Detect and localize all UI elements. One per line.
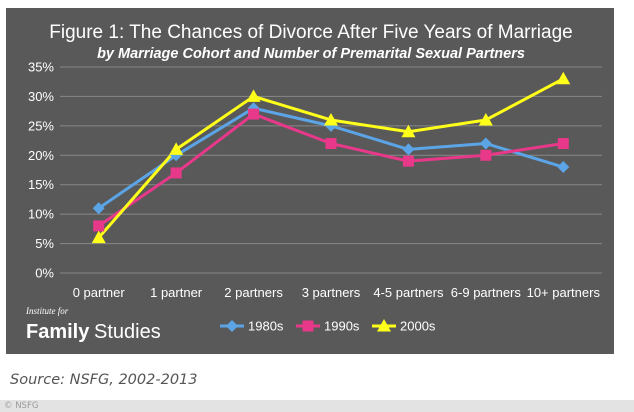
divorce-line-chart: Figure 1: The Chances of Divorce After F… [25,22,602,343]
data-point-1980s [92,202,105,215]
credit-bar: © NSFG [0,400,634,412]
logo-top-text: Institute for [25,306,69,316]
photo-credit: © NSFG [4,401,39,411]
y-tick-label: 30% [28,89,54,104]
data-point-1990s [480,149,492,161]
series-markers [91,71,571,244]
y-tick-label: 5% [35,236,54,251]
x-tick-label: 3 partners [302,285,361,300]
data-point-2000s [556,71,571,85]
y-tick-label: 25% [28,118,54,133]
legend-marker-2000s [377,319,391,332]
chart-subtitle: by Marriage Cohort and Number of Premari… [97,46,525,62]
chart-panel: Figure 1: The Chances of Divorce After F… [6,8,614,354]
legend-label: 2000s [400,319,436,334]
logo-light-text: Studies [94,321,161,343]
legend-marker-1990s [302,320,314,332]
x-tick-label: 0 partner [73,285,126,300]
data-point-1990s [170,167,182,179]
x-tick-label: 4-5 partners [373,285,444,300]
data-point-1980s [402,143,415,156]
data-point-1990s [325,138,337,150]
y-tick-label: 0% [35,266,54,281]
data-point-2000s [169,142,184,155]
y-tick-label: 20% [28,148,54,163]
y-tick-label: 10% [28,207,54,222]
data-point-2000s [91,230,106,244]
data-point-1980s [479,137,492,150]
data-point-2000s [324,112,338,126]
x-tick-label: 6-9 partners [451,285,522,300]
logo-bold-text: Family [26,321,90,343]
legend: 1980s 1990s 2000s [220,319,436,334]
legend-label: 1990s [324,319,360,334]
data-point-2000s [401,124,416,138]
x-axis-ticks: 0 partner 1 partner 2 partners 3 partners 4-… [73,285,601,300]
x-tick-label: 2 partners [224,285,283,300]
source-caption: Source: NSFG, 2002-2013 [10,372,198,388]
chart-title: Figure 1: The Chances of Divorce After F… [49,22,572,43]
data-point-1990s [93,220,105,232]
x-tick-label: 1 partner [150,285,203,300]
data-point-2000s [478,112,493,126]
y-tick-label: 35% [28,60,54,75]
x-tick-label: 10+ partners [527,285,601,300]
y-tick-label: 15% [28,177,54,192]
data-point-1990s [402,155,414,167]
data-point-2000s [246,89,261,102]
data-point-1990s [557,138,569,150]
data-point-1990s [248,108,260,120]
legend-marker-1980s [226,320,238,332]
legend-label: 1980s [248,319,284,334]
y-axis-ticks: 0% 5% 10% 15% 20% 25% 30% 35% [28,60,54,281]
data-point-1980s [557,161,570,174]
family-studies-logo: Institute for Family Studies [25,306,161,343]
gridlines [60,66,602,274]
